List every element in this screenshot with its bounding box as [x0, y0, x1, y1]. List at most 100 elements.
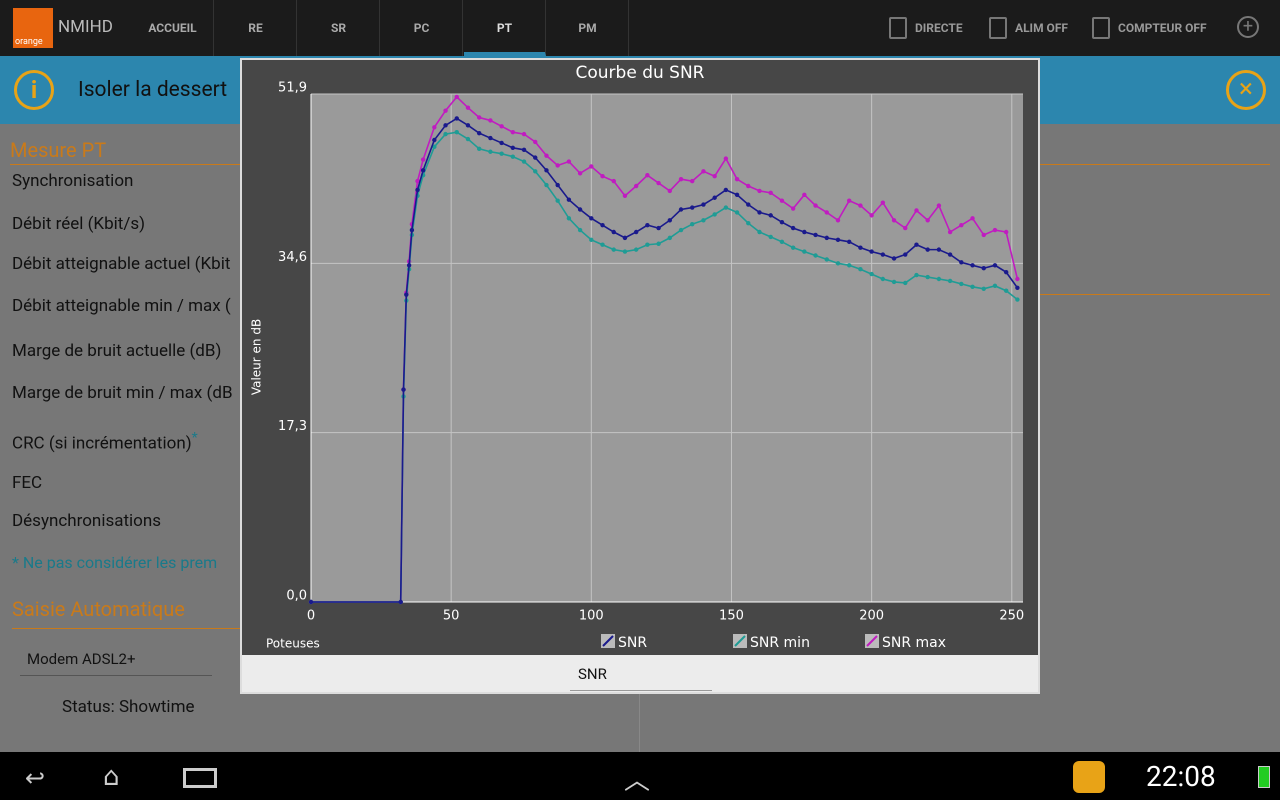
divider — [12, 628, 240, 629]
tab[interactable]: SR — [298, 0, 380, 56]
series-point — [566, 159, 572, 164]
series-point — [432, 137, 437, 143]
series-point — [566, 216, 572, 221]
tab[interactable]: PC — [381, 0, 463, 56]
section-title: Mesure PT — [10, 138, 107, 162]
form-label: Débit réel (Kbit/s) — [12, 214, 146, 234]
tab[interactable]: PM — [547, 0, 629, 56]
series-point — [869, 213, 874, 218]
y-axis-label: Valeur en dB — [250, 319, 264, 395]
clock: 22:08 — [1146, 760, 1216, 793]
series-point — [656, 180, 661, 186]
series-point — [465, 123, 471, 128]
action[interactable]: DIRECTE — [915, 21, 963, 35]
series-point — [723, 156, 729, 161]
series-point — [712, 195, 717, 200]
series-point — [734, 192, 740, 198]
series-point — [521, 159, 527, 164]
app-title: NMIHD — [58, 17, 113, 37]
series-point — [858, 267, 863, 272]
y-tick-label: 34,6 — [278, 250, 307, 265]
series-point — [432, 125, 437, 130]
series-point — [521, 131, 527, 137]
tab[interactable]: ACCUEIL — [132, 0, 214, 56]
series-point — [443, 108, 448, 113]
form-label: Marge de bruit min / max (dB — [12, 383, 233, 403]
series-point — [690, 178, 695, 184]
series-point — [858, 203, 863, 208]
form-label: CRC (si incrémentation)* — [12, 430, 198, 454]
x-tick-label: 0 — [307, 609, 315, 624]
tab[interactable]: RE — [215, 0, 297, 56]
series-point — [454, 129, 459, 135]
recents-button[interactable] — [183, 768, 217, 788]
series-point — [667, 235, 673, 241]
modem-spinner[interactable]: Modem ADSL2+ — [20, 650, 212, 676]
series-point — [577, 227, 583, 233]
legend-swatch-line — [602, 635, 614, 647]
series-point — [802, 192, 807, 198]
series-point — [488, 149, 493, 154]
series-point — [992, 263, 998, 268]
series-point — [813, 253, 818, 258]
series-point — [779, 220, 785, 225]
series-point — [757, 210, 762, 215]
x-tick-label: 250 — [999, 609, 1024, 624]
home-button[interactable]: ⌂ — [103, 762, 120, 792]
up-button[interactable]: ︿ — [624, 766, 651, 796]
series-point — [443, 131, 448, 137]
action[interactable]: ALIM OFF — [1015, 21, 1068, 35]
series-point — [925, 274, 930, 280]
action[interactable]: COMPTEUR OFF — [1118, 21, 1207, 35]
logo[interactable]: orange — [13, 8, 53, 48]
series-point — [891, 256, 897, 261]
series-point — [802, 229, 807, 235]
legend-swatch-line — [866, 635, 878, 647]
series-point — [667, 218, 673, 223]
series-point — [959, 222, 964, 228]
series-point — [891, 218, 897, 223]
series-point — [768, 190, 773, 196]
banner-text: Isoler la dessert — [78, 78, 228, 102]
app-icon[interactable] — [1073, 761, 1105, 793]
series-point — [510, 154, 516, 159]
series-point — [768, 213, 773, 218]
series-point — [959, 260, 964, 265]
series-point — [824, 257, 829, 262]
series-point — [970, 216, 975, 221]
close-icon[interactable]: × — [1226, 70, 1266, 110]
series-point — [667, 188, 673, 194]
x-tick-label: 200 — [859, 609, 884, 624]
series-point — [880, 200, 886, 205]
x-tick-label: 150 — [719, 609, 744, 624]
back-button[interactable]: ↩ — [25, 764, 46, 792]
series-point — [600, 222, 605, 228]
series-point — [443, 123, 448, 128]
series-point — [869, 249, 874, 254]
series-point — [589, 237, 594, 243]
legend-label: SNR — [618, 635, 647, 651]
battery — [1258, 766, 1270, 788]
series-point — [611, 229, 616, 235]
status-text: Status: Showtime — [62, 697, 195, 717]
form-label: Marge de bruit actuelle (dB) — [12, 341, 222, 361]
series-point — [981, 232, 986, 238]
series-point — [835, 261, 841, 266]
series-point — [656, 225, 661, 231]
series-point — [925, 247, 930, 252]
series-point — [847, 198, 852, 203]
series-point — [903, 252, 908, 257]
series-point — [432, 144, 437, 150]
add-button[interactable]: + — [1237, 16, 1259, 38]
series-point — [420, 157, 426, 162]
series-point — [499, 140, 504, 146]
series-point — [1015, 276, 1020, 282]
info-icon: i — [14, 70, 54, 110]
series-point — [600, 174, 605, 179]
series-point — [723, 187, 729, 193]
series-point — [645, 242, 650, 247]
series-spinner[interactable]: SNR — [570, 665, 712, 691]
series-point — [903, 280, 908, 286]
tab[interactable]: PT — [464, 0, 546, 56]
